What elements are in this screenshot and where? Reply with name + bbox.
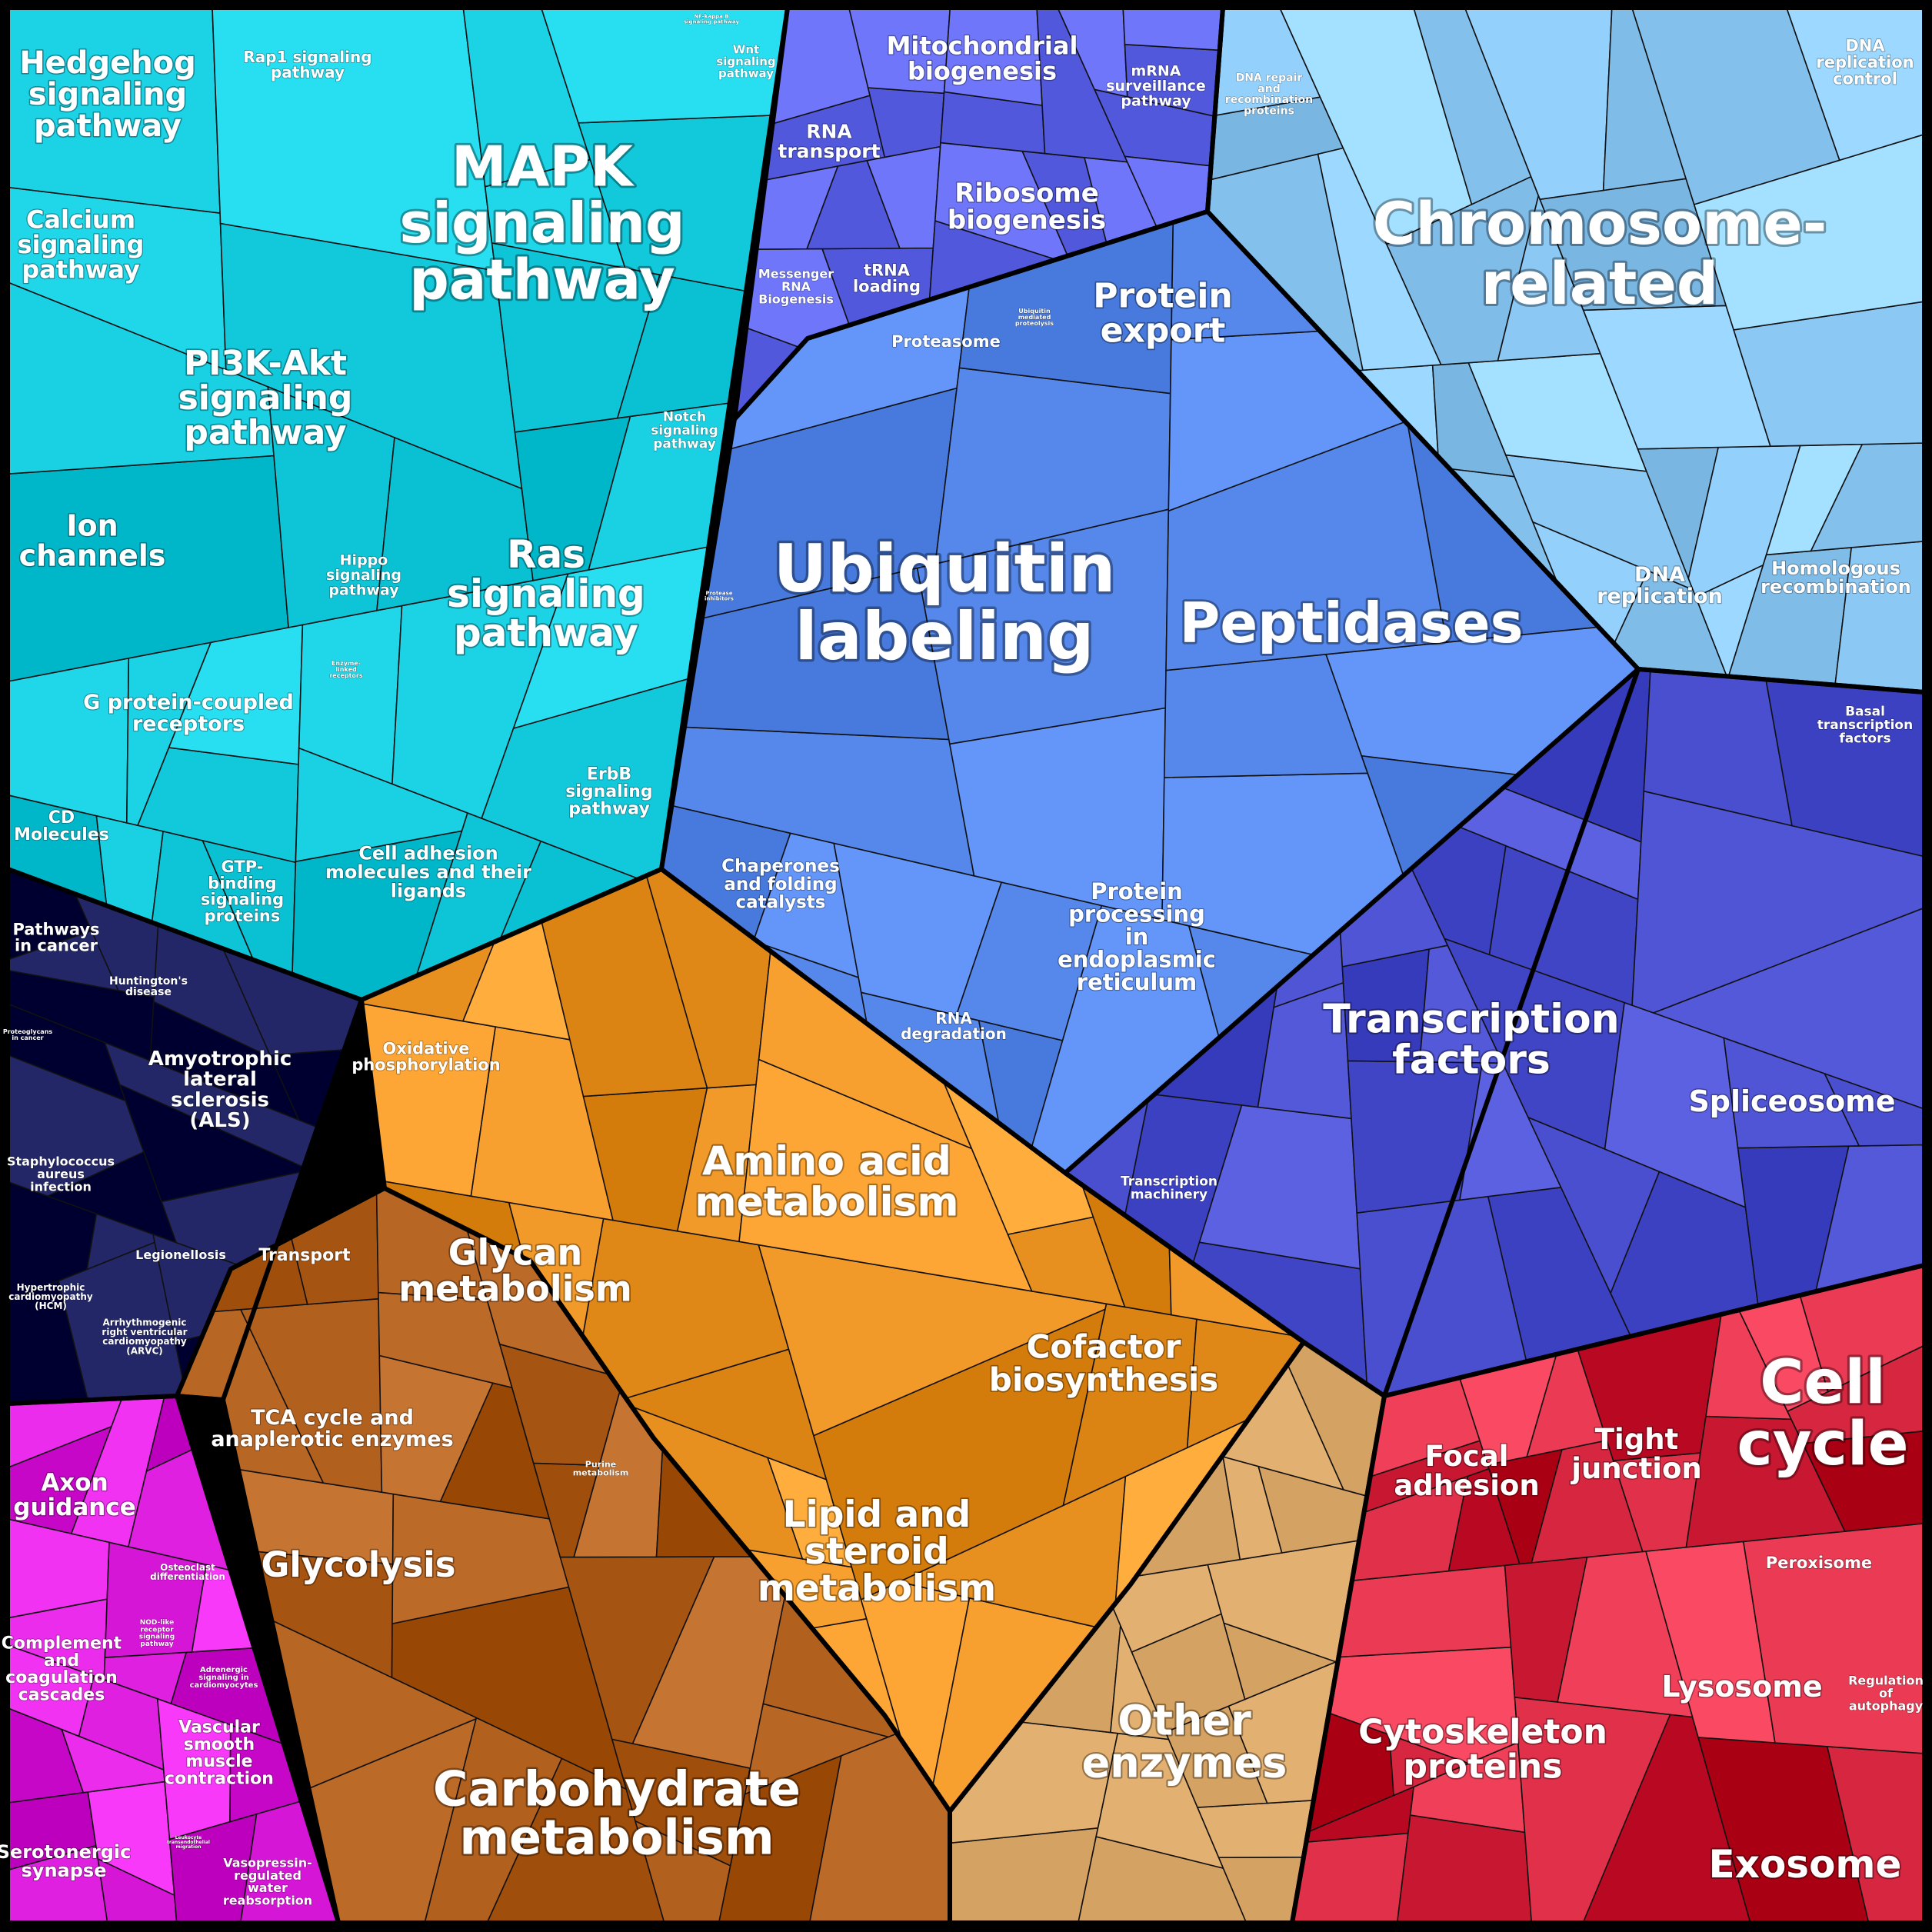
treemap-cells xyxy=(7,7,1925,1924)
label-notch: Notch signaling pathway xyxy=(651,410,718,452)
label-cellcycle: Cell cycle xyxy=(1737,1349,1909,1480)
label-osteoclast: Osteoclast differentiation xyxy=(150,1561,225,1581)
label-trans-machinery: Transcription machinery xyxy=(1121,1174,1217,1202)
magenta-group xyxy=(7,1395,340,1924)
label-rap1: Rap1 signaling pathway xyxy=(243,47,371,81)
label-amino: Amino acid metabolism xyxy=(695,1139,958,1226)
label-chromosome: Chromosome-related xyxy=(1373,189,1827,318)
label-leukocyte: Leukocyte transendothelial migration xyxy=(167,1834,210,1849)
label-transport: Transport xyxy=(258,1246,351,1265)
label-peptidases: Peptidases xyxy=(1180,591,1524,655)
label-cell-adhesion-mol: Cell adhesion molecules and their ligands xyxy=(325,843,531,902)
label-pathways-cancer: Pathways in cancer xyxy=(12,920,99,954)
label-adrenergic: Adrenergic signaling in cardiomyocytes xyxy=(190,1666,258,1690)
label-homologous: Homologous recombination xyxy=(1760,558,1911,598)
label-chaperones: Chaperones and folding catalysts xyxy=(721,856,840,912)
red-group-cell xyxy=(1396,1814,1533,1924)
label-peroxisome: Peroxisome xyxy=(1766,1554,1872,1572)
label-hippo: Hippo signaling pathway xyxy=(326,551,401,598)
label-ubiquitin: Ubiquitin labeling xyxy=(774,531,1116,676)
label-vascular: Vascular smooth muscle contraction xyxy=(165,1717,274,1788)
treemap-labels: Hedgehog signaling pathway Rap1 signaling pa… xyxy=(0,13,1924,1908)
label-messenger: Messenger RNA Biogenesis xyxy=(758,266,834,306)
label-rna-transport: RNA transport xyxy=(778,120,880,162)
label-huntington: Huntington's disease xyxy=(109,975,188,998)
label-als: Amyotrophic lateral sclerosis (ALS) xyxy=(148,1048,292,1132)
label-focal: Focal adhesion xyxy=(1394,1440,1539,1502)
label-purine: Purine metabolism xyxy=(573,1459,629,1477)
label-rna-deg: RNA degradation xyxy=(901,1008,1007,1042)
violet-group xyxy=(733,7,1224,421)
label-wnt: Wnt signaling pathway xyxy=(716,42,775,80)
tan-group xyxy=(949,1341,1385,1924)
label-nod: NOD-like receptor signaling pathway xyxy=(139,1619,175,1648)
label-ion: Ion channels xyxy=(19,508,166,572)
label-gpcr: G protein-coupled receptors xyxy=(83,691,294,736)
label-basal: Basal transcription factors xyxy=(1817,705,1913,747)
label-glycolysis: Glycolysis xyxy=(261,1544,455,1585)
label-hcm: Hypertrophic cardiomyopathy (HCM) xyxy=(8,1281,93,1311)
label-cd: CD Molecules xyxy=(14,808,109,844)
label-exosome: Exosome xyxy=(1709,1842,1902,1887)
label-tight: Tight junction xyxy=(1570,1423,1701,1485)
label-gtp: GTP-binding signaling proteins xyxy=(201,858,284,925)
label-hedgehog: Hedgehog signaling pathway xyxy=(19,45,196,144)
label-spliceosome: Spliceosome xyxy=(1688,1084,1895,1118)
orange-group xyxy=(361,868,1305,1813)
label-glycan: Glycan metabolism xyxy=(398,1231,632,1309)
label-calcium: Calcium signaling pathway xyxy=(18,205,145,284)
label-mapk: MAPK signaling pathway xyxy=(399,134,685,311)
label-complement: Complement and coagulation cascades xyxy=(2,1634,122,1704)
label-ribosome: Ribosome biogenesis xyxy=(948,178,1106,235)
label-mrna-surv: mRNA surveillance pathway xyxy=(1106,62,1206,109)
label-serotonergic: Serotonergic synapse xyxy=(0,1841,131,1881)
brown-group xyxy=(175,1188,951,1924)
label-trna: tRNA loading xyxy=(853,261,921,295)
label-axon: Axon guidance xyxy=(13,1469,135,1521)
label-cofactor: Cofactor biosynthesis xyxy=(989,1327,1218,1398)
label-vasopressin: Vasopressin-regulated water reabsorption xyxy=(223,1855,312,1907)
label-protease-inh: Protease inhibitors xyxy=(705,590,734,601)
label-other-enz: Other enzymes xyxy=(1082,1696,1287,1787)
label-enzyme-linked: Enzyme-linked receptors xyxy=(329,659,363,678)
label-ras: Ras signaling pathway xyxy=(447,532,645,655)
label-staph: Staphylococcus aureus infection xyxy=(7,1154,115,1194)
tan-group-cell xyxy=(1196,1799,1314,1859)
label-erbb: ErbB signaling pathway xyxy=(565,765,652,819)
label-oxphos: Oxidative phosphorylation xyxy=(351,1039,500,1074)
dark-group xyxy=(7,868,363,1404)
label-proteasome: Proteasome xyxy=(891,332,1001,351)
sky-group xyxy=(1207,7,1925,693)
red-group xyxy=(1291,1264,1925,1924)
cyan-group xyxy=(7,7,788,1001)
label-proteoglycans: Proteoglycans in cancer xyxy=(3,1028,53,1041)
label-legionellosis: Legionellosis xyxy=(135,1247,226,1262)
label-pi3k: PI3K-Akt signaling pathway xyxy=(178,344,353,452)
label-lysosome: Lysosome xyxy=(1661,1670,1822,1704)
violet-group-cell xyxy=(1122,7,1224,52)
label-protein-er: Protein processing in endoplasmic reticulum xyxy=(1058,878,1216,995)
tan-group-cell xyxy=(949,1827,1099,1924)
label-arvc: Arrhythmogenic right ventricular cardiomyo… xyxy=(102,1317,187,1356)
label-dna-rep-ctrl: DNA replication control xyxy=(1816,37,1914,88)
indigo-group xyxy=(1064,668,1925,1397)
label-tf: Transcription factors xyxy=(1323,997,1619,1084)
label-autophagy: Regulation of autophagy xyxy=(1848,1673,1924,1713)
cyan-group-cell xyxy=(7,657,130,824)
red-group-cell xyxy=(1291,1832,1409,1924)
label-carb: Carbohydrate metabolism xyxy=(433,1760,801,1865)
label-ubiq-med: Ubiquitin mediated proteolysis xyxy=(1015,307,1054,326)
label-dna-rep: DNA replication xyxy=(1597,563,1723,608)
label-dna-repair: DNA repair and recombination proteins xyxy=(1225,72,1313,118)
label-cytoskeleton: Cytoskeleton proteins xyxy=(1358,1713,1607,1787)
label-lipid: Lipid and steroid metabolism xyxy=(758,1494,996,1610)
label-protein-export: Protein export xyxy=(1093,277,1232,351)
label-mito: Mitochondrial biogenesis xyxy=(887,32,1078,86)
label-tca: TCA cycle and anaplerotic enzymes xyxy=(211,1406,453,1451)
